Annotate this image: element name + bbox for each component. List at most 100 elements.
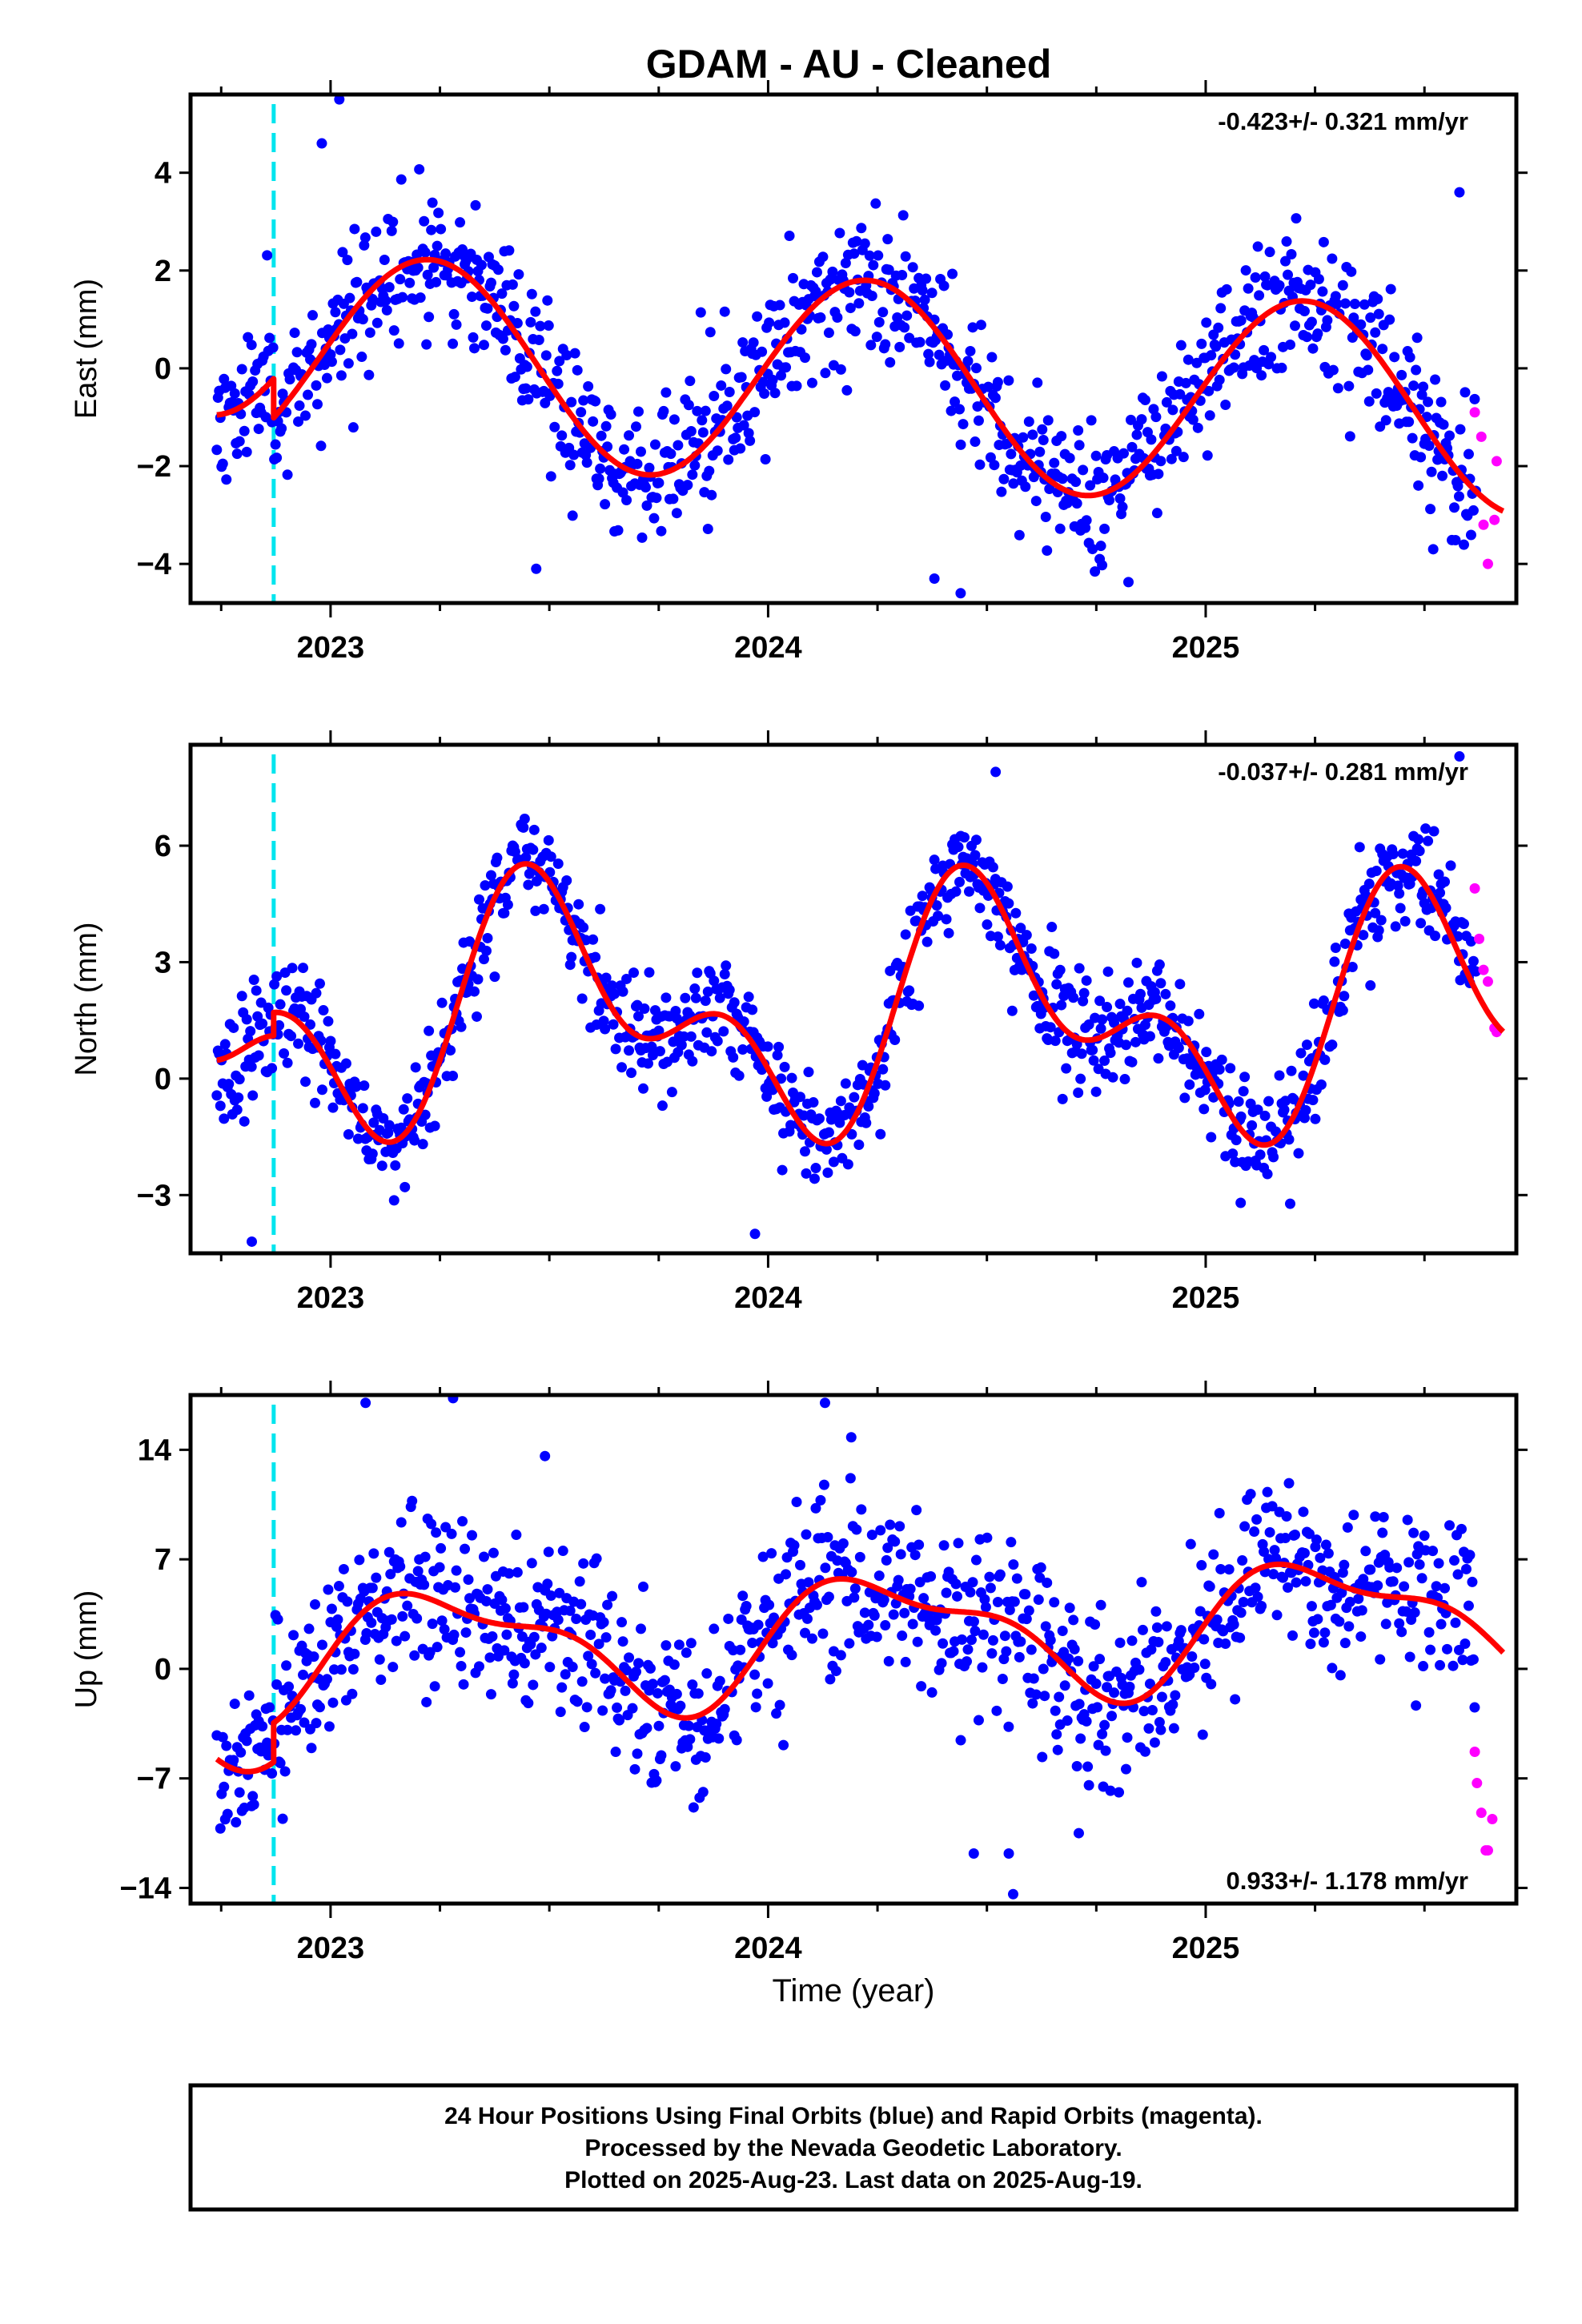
final-orbit-point [533,335,544,346]
final-orbit-point [970,1626,981,1637]
final-orbit-point [552,365,563,376]
final-orbit-point [1109,1687,1120,1699]
final-orbit-point [330,1048,341,1059]
final-orbit-point [535,320,546,332]
final-orbit-point [427,197,438,208]
final-orbit-point [1249,1526,1260,1538]
final-orbit-point [1299,306,1310,317]
final-orbit-point [489,971,500,983]
final-orbit-point [283,1681,295,1692]
rapid-orbit-point [1487,1813,1498,1824]
final-orbit-point [1095,541,1106,552]
final-orbit-point [837,1538,849,1549]
final-orbit-point [938,1540,950,1551]
final-orbit-point [1074,440,1085,451]
final-orbit-point [1295,1047,1307,1059]
final-orbit-point [1348,312,1359,324]
final-orbit-point [632,458,643,469]
final-orbit-point [1203,385,1215,396]
final-orbit-point [689,460,701,471]
final-orbit-point [1122,577,1134,588]
final-orbit-point [311,380,322,391]
final-orbit-point [1087,544,1098,555]
final-orbit-point [1154,1717,1165,1728]
final-orbit-point [921,936,933,947]
final-orbit-point [979,1594,990,1605]
final-orbit-point [617,986,628,997]
final-orbit-point [1413,834,1424,845]
final-orbit-point [217,458,228,469]
final-orbit-point [875,1525,886,1536]
final-orbit-point [670,1761,681,1772]
rapid-orbit-point [1482,1845,1493,1856]
final-orbit-point [547,1630,558,1642]
final-orbit-point [779,1061,790,1072]
final-orbit-point [1144,1031,1155,1042]
final-orbit-point [1009,1596,1020,1607]
final-orbit-point [1293,1148,1304,1159]
final-orbit-point [383,1120,395,1131]
final-orbit-point [1439,876,1451,887]
final-orbit-point [901,310,913,321]
final-orbit-point [1137,1624,1148,1635]
final-orbit-point [637,1581,648,1592]
final-orbit-point [1395,903,1406,914]
final-orbit-point [307,310,318,321]
final-orbit-point [743,991,754,1003]
final-orbit-point [1380,1618,1391,1630]
final-orbit-point [992,376,1003,388]
final-orbit-point [624,1652,635,1663]
final-orbit-point [347,1688,358,1699]
final-orbit-point [279,1766,291,1777]
final-orbit-point [572,364,583,376]
final-orbit-point [219,373,230,384]
final-orbit-point [1239,1521,1251,1532]
final-orbit-point [856,1504,867,1515]
final-orbit-point [1289,320,1300,332]
final-orbit-point [1073,1827,1084,1839]
final-orbit-point [1252,1591,1263,1602]
final-orbit-point [776,1073,787,1084]
final-orbit-point [1457,1655,1468,1666]
final-orbit-point [1136,1577,1147,1588]
rapid-orbit-point [1491,456,1502,467]
final-orbit-point [1245,1489,1256,1500]
final-orbit-point [306,1743,317,1754]
y-tick-label: 14 [138,1433,171,1467]
final-orbit-point [1348,1510,1359,1521]
final-orbit-point [1281,1510,1292,1522]
final-orbit-point [421,339,432,350]
final-orbit-point [605,408,616,420]
final-orbit-point [1003,375,1014,386]
final-orbit-point [1355,1631,1367,1642]
final-orbit-point [556,1682,568,1693]
final-orbit-point [1267,1501,1278,1512]
final-orbit-point [1411,364,1422,376]
final-orbit-point [965,345,976,356]
final-orbit-point [1437,470,1448,481]
final-orbit-point [586,1659,597,1670]
final-orbit-point [349,223,360,235]
final-orbit-point [1100,1745,1111,1756]
final-orbit-point [468,332,479,343]
final-orbit-point [1028,990,1039,1001]
final-orbit-point [1355,319,1367,330]
final-orbit-point [904,985,915,996]
final-orbit-point [248,1799,259,1810]
final-orbit-point [608,1019,619,1030]
x-tick-label: 2024 [734,1281,802,1315]
final-orbit-point [1044,484,1055,495]
final-orbit-point [761,1091,773,1102]
final-orbit-point [607,980,618,991]
final-orbit-point [1056,431,1067,442]
final-orbit-point [1097,560,1108,571]
final-orbit-point [810,286,821,297]
final-orbit-point [849,326,861,337]
final-orbit-point [795,1092,806,1103]
final-orbit-point [1375,1654,1386,1665]
final-orbit-point [961,1656,972,1667]
final-orbit-point [1339,938,1351,949]
final-orbit-point [1312,328,1323,340]
final-orbit-point [1268,1569,1279,1580]
final-orbit-point [397,292,408,303]
